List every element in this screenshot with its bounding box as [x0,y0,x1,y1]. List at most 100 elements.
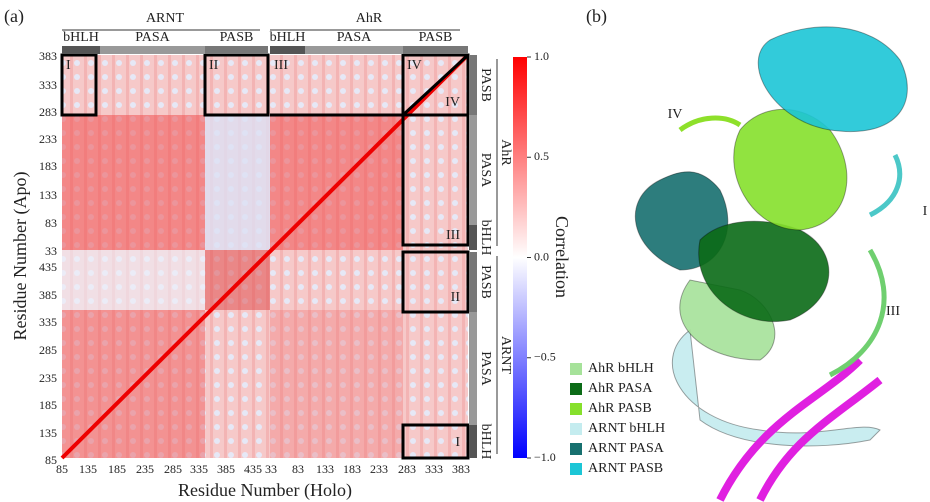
x-tick-label: 135 [79,462,97,476]
legend-swatch [570,363,582,375]
domain-label: bHLH [63,30,99,45]
domain-label: PASB [478,265,493,299]
domain-bar [469,225,477,250]
domain-bar [270,46,305,54]
legend-swatch [570,383,582,395]
legend-swatch [570,403,582,415]
x-tick-label: 283 [398,462,416,476]
x-tick-label: 85 [56,462,68,476]
x-tick-label: 233 [370,462,388,476]
y-tick-label: 285 [39,343,57,357]
dna [756,376,883,502]
domain-label: PASA [135,30,170,45]
domain-label: PASB [220,30,254,45]
box-label: I [455,435,460,450]
arrow [828,248,887,378]
colorbar-tick-label: 1.0 [534,49,549,63]
colorbar [513,57,527,458]
legend-swatch [570,423,582,435]
domain-bar [62,46,100,54]
arrow-label: I [923,204,928,219]
y-tick-label: 233 [39,132,57,146]
colorbar-tick-label: −0.5 [534,350,556,364]
x-tick-label: 33 [265,462,277,476]
domain-label: PASB [419,30,453,45]
colorbar-tick-label: 0.0 [534,249,549,263]
panel-label: (a) [4,6,24,27]
box-label: II [209,58,219,73]
arrow-label: IV [668,107,683,122]
x-axis-label: Residue Number (Holo) [178,480,352,501]
colorbar-tick-label: −1.0 [534,450,556,464]
dna [716,357,863,502]
domain-bar [469,115,477,225]
arrow [868,153,903,218]
legend-label: ARNT PASA [588,441,665,456]
y-tick-label: 435 [39,260,57,274]
y-tick-label: 235 [39,371,57,385]
panel-label: (b) [586,6,607,27]
domain-label: PASB [478,68,493,102]
domain-label: PASA [337,30,372,45]
legend-label: ARNT PASB [588,461,663,476]
box-label: III [274,58,288,73]
group-label: ARNT [146,11,185,26]
group-label: AhR [498,139,513,166]
x-tick-label: 435 [244,462,262,476]
legend-label: ARNT bHLH [588,421,665,436]
y-tick-label: 33 [45,244,57,258]
x-tick-label: 333 [425,462,443,476]
x-tick-label: 83 [292,462,304,476]
colorbar-label: Correlation [552,216,572,298]
domain-shape [672,329,881,447]
legend-label: AhR PASB [588,401,652,416]
x-tick-label: 385 [217,462,235,476]
box-label: IV [407,58,422,73]
domain-bar [469,425,477,458]
domain-label: bHLH [478,424,493,460]
y-axis-label: Residue Number (Apo) [10,172,31,341]
x-tick-label: 133 [316,462,334,476]
x-tick-label: 335 [190,462,208,476]
y-tick-label: 135 [39,426,57,440]
domain-label: bHLH [478,220,493,256]
y-tick-label: 283 [39,105,57,119]
domain-label: PASA [478,153,493,188]
y-tick-label: 183 [39,159,57,173]
colorbar-tick-label: 0.5 [534,149,549,163]
domain-shape [698,220,830,322]
y-tick-label: 85 [45,453,57,467]
box-label: II [451,290,461,305]
heatmap [60,53,470,460]
y-tick-label: 83 [45,216,57,230]
arrow-label: III [886,304,900,319]
domain-bar [469,55,477,115]
y-tick-label: 335 [39,315,57,329]
domain-bar [205,46,268,54]
group-label: ARNT [498,336,513,375]
domain-shape [757,26,908,132]
domain-bar [305,46,403,54]
group-label: AhR [356,11,383,26]
legend-swatch [570,463,582,475]
domain-bar [403,46,468,54]
box-label: IV [445,95,460,110]
box-label: III [446,228,460,243]
domain-label: PASA [478,351,493,386]
legend-label: AhR bHLH [588,361,654,376]
arrow [678,115,742,133]
legend-label: AhR PASA [588,381,653,396]
box-label: I [66,58,71,73]
structure [634,26,908,502]
x-tick-label: 235 [136,462,154,476]
y-tick-label: 383 [39,49,57,63]
y-tick-label: 133 [39,188,57,202]
x-tick-label: 383 [452,462,470,476]
legend-swatch [570,443,582,455]
y-tick-label: 333 [39,78,57,92]
x-tick-label: 285 [164,462,182,476]
y-tick-label: 385 [39,288,57,302]
box-frames [60,53,470,460]
domain-bar [469,252,477,312]
domain-label: bHLH [270,30,306,45]
